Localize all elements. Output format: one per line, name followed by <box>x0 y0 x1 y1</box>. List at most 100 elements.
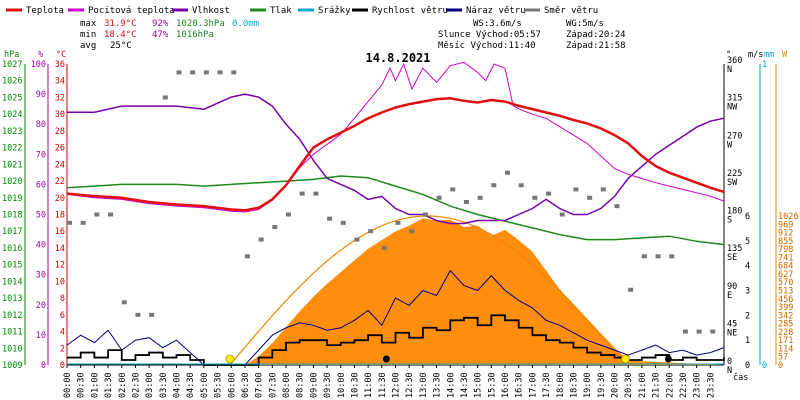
tick-hpa: 1018 <box>2 211 22 221</box>
wind-direction-marker <box>381 245 387 250</box>
wind-direction-marker <box>231 70 237 75</box>
plot-area <box>66 61 725 366</box>
stats-block: max 31.9°C 92% 1020.3hPa 0.0mm min 18.4°… <box>80 19 259 51</box>
stat-max-temp: 31.9°C <box>104 19 137 29</box>
tick-dir-value: 180 <box>727 207 742 217</box>
tick-w: 855 <box>778 237 793 247</box>
sunset-marker <box>621 354 630 364</box>
tick-w: 456 <box>778 295 793 305</box>
tick-w: 0 <box>778 361 783 371</box>
stat-min-label: min <box>80 30 96 40</box>
tick-x: 16:00 <box>501 372 511 398</box>
tick-dir-label: N <box>727 65 732 75</box>
wind-direction-marker <box>628 287 634 292</box>
tick-x: 10:30 <box>350 372 360 398</box>
tick-x: 19:30 <box>597 372 607 398</box>
wind-direction-marker <box>354 237 360 242</box>
wind-direction-marker <box>286 212 291 217</box>
wind-direction-marker <box>505 170 510 175</box>
wind-direction-marker <box>477 195 483 200</box>
tick-hpa: 1021 <box>2 160 22 170</box>
tick-x: 06:00 <box>227 372 237 398</box>
tick-x: 12:00 <box>392 372 402 398</box>
tick-x: 21:00 <box>638 372 648 398</box>
wind-direction-marker <box>641 254 647 259</box>
tick-temp: 14 <box>55 244 65 254</box>
tick-temp: 12 <box>55 261 65 271</box>
tick-x: 19:00 <box>583 372 593 398</box>
wind-direction-marker <box>409 229 415 234</box>
tick-x: 06:30 <box>241 372 251 398</box>
tick-mm: 1 <box>762 60 767 70</box>
tick-pct: 100 <box>31 60 46 70</box>
wind-direction-marker <box>655 254 661 259</box>
wind-direction-marker <box>67 220 72 225</box>
tick-temp: 0 <box>60 361 65 371</box>
tick-x: 01:00 <box>90 372 100 398</box>
info-sun-set: Západ:20:24 <box>566 30 626 40</box>
tick-w: 228 <box>778 328 793 338</box>
tick-pct: 40 <box>36 241 46 251</box>
wind-direction-marker <box>559 212 565 217</box>
tick-temp: 4 <box>60 328 65 338</box>
tick-dir-label: W <box>727 140 733 150</box>
wind-direction-marker <box>94 212 100 217</box>
wind-direction-marker <box>422 212 428 217</box>
tick-x: 00:00 <box>63 372 73 398</box>
legend-label-feels: Pocitová teplota <box>88 6 175 16</box>
tick-x: 09:00 <box>309 372 319 398</box>
wind-direction-marker <box>299 191 305 196</box>
wind-direction-marker <box>463 199 469 204</box>
wind-direction-marker <box>573 187 579 192</box>
info-sun: Slunce Východ:05:57 <box>438 30 541 40</box>
tick-hpa: 1023 <box>2 127 22 137</box>
tick-x: 07:00 <box>255 372 265 398</box>
wind-direction-marker <box>217 70 223 75</box>
tick-w: 114 <box>778 344 793 354</box>
tick-hpa: 1017 <box>2 227 22 237</box>
wind-direction-marker <box>272 225 278 230</box>
wind-direction-marker <box>600 187 606 192</box>
tick-x: 03:00 <box>145 372 155 398</box>
wind-direction-marker <box>491 183 497 188</box>
tick-pct: 50 <box>36 211 46 221</box>
tick-dir-value: 90 <box>727 282 737 292</box>
tick-w: 570 <box>778 278 793 288</box>
tick-dir-value: 225 <box>727 169 742 179</box>
tick-w: 798 <box>778 245 793 255</box>
series-feels-like <box>66 61 725 213</box>
stat-avg-label: avg <box>80 41 96 51</box>
tick-pct: 60 <box>36 180 46 190</box>
info-moon-set: Západ:21:58 <box>566 41 626 51</box>
stat-min-hum: 47% <box>152 30 169 40</box>
wind-direction-marker <box>121 300 127 305</box>
tick-w: 399 <box>778 303 793 313</box>
tick-hpa: 1019 <box>2 194 22 204</box>
tick-w: 342 <box>778 311 793 321</box>
series-pressure <box>66 175 725 246</box>
series-wind-speed <box>67 314 725 366</box>
tick-x: 14:00 <box>446 372 456 398</box>
tick-pct: 30 <box>36 271 46 281</box>
wind-direction-marker <box>190 70 196 75</box>
tick-pct: 90 <box>36 90 46 100</box>
legend-label-wind: Rychlost větru <box>372 6 448 16</box>
tick-x: 02:30 <box>131 372 141 398</box>
wind-direction-marker <box>669 254 675 259</box>
legend-label-pressure: Tlak <box>270 6 292 16</box>
wind-direction-marker <box>710 329 716 334</box>
legend-label-rain: Srážky <box>318 6 351 16</box>
axis-unit-ms: m/s <box>748 50 763 60</box>
tick-x: 22:00 <box>665 372 675 398</box>
tick-x: 18:30 <box>569 372 579 398</box>
axis-unit-pct: % <box>38 50 43 60</box>
tick-x: 10:00 <box>337 372 347 398</box>
tick-ms: 2 <box>745 311 750 321</box>
tick-temp: 10 <box>55 277 65 287</box>
legend-label-gust: Náraz větru <box>466 6 526 16</box>
tick-w: 57 <box>778 353 788 363</box>
axis-unit-hpa: hPa <box>4 50 19 60</box>
info-ws: WS:3.6m/s <box>473 19 522 29</box>
tick-dir-value: 0 <box>727 357 732 367</box>
tick-pct: 80 <box>36 120 46 130</box>
